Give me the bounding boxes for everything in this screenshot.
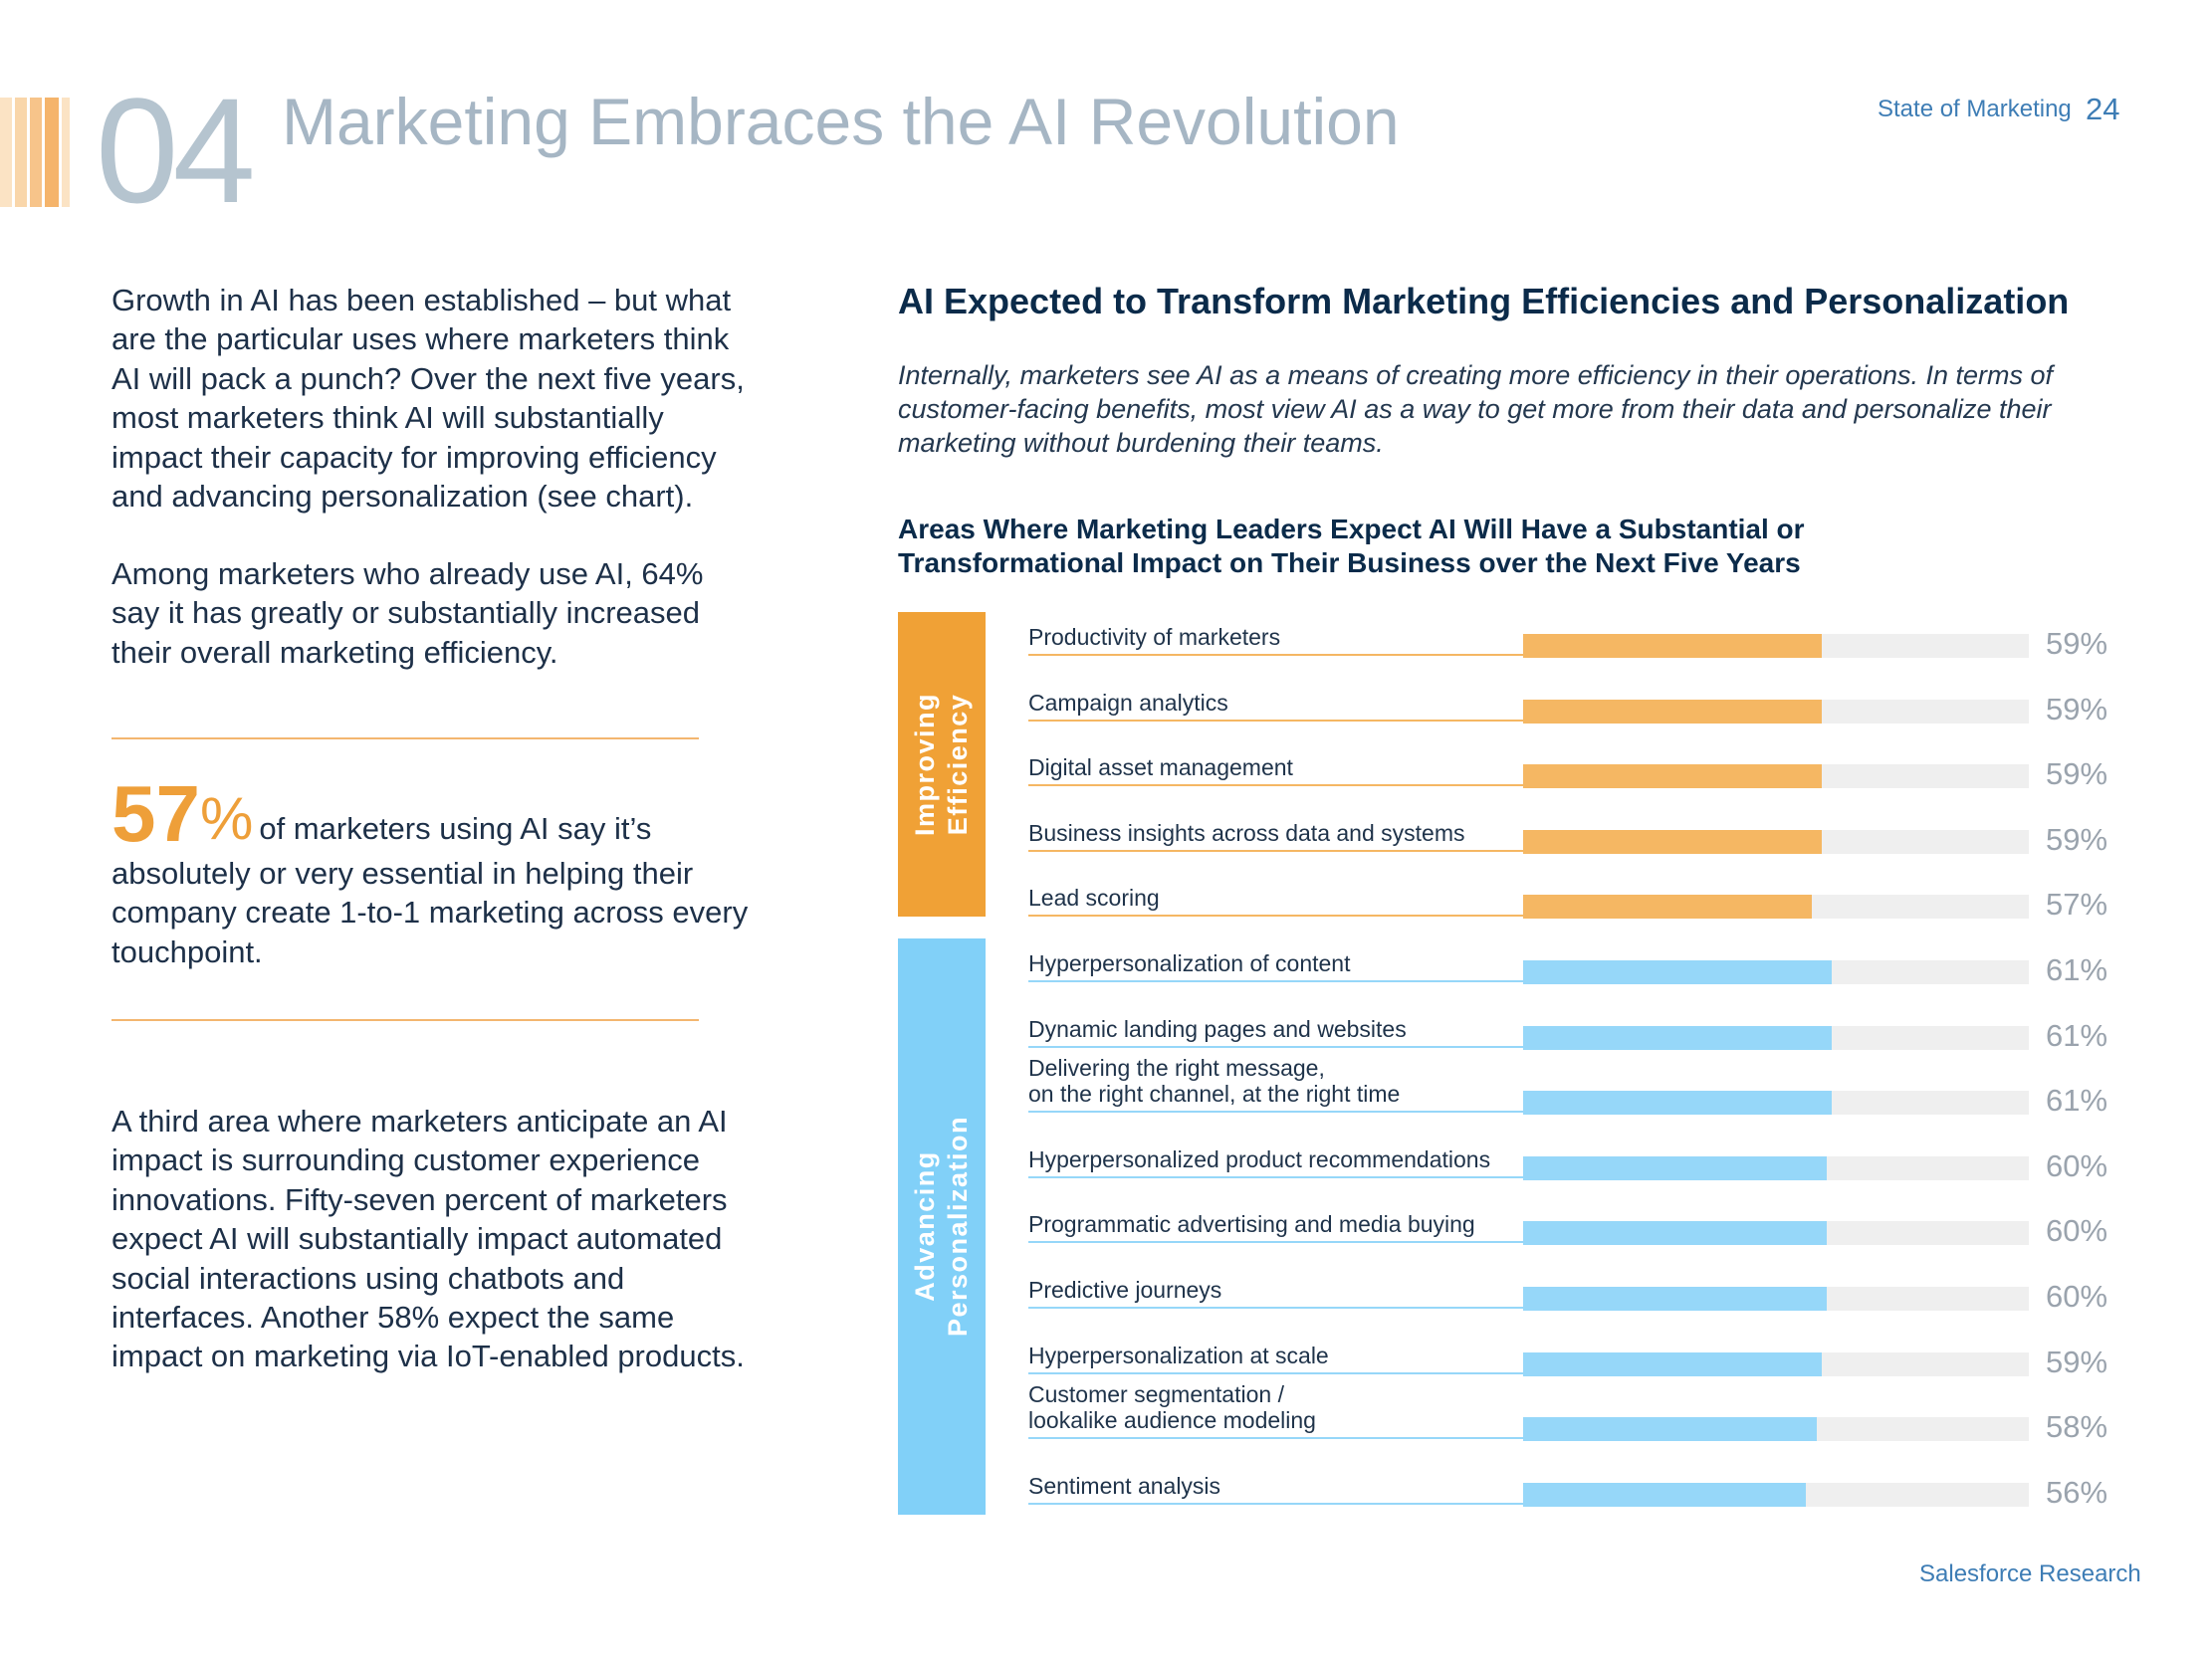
divider-line [111,737,699,739]
bar-track [1523,1417,2029,1442]
value-label: 59% [2046,1344,2108,1379]
row-underline [1028,1307,1523,1309]
value-label: 61% [2046,952,2108,987]
bar-track [1523,1287,2029,1311]
group-label-line: Improving [910,693,940,837]
stat-percent-sign: % [199,785,254,852]
bar [1523,1417,1817,1442]
bar-track [1523,1351,2029,1376]
value-label: 61% [2046,1083,2108,1119]
bar-track [1523,634,2029,658]
bar-label: Sentiment analysis [1028,1472,1221,1499]
bar-label: Business insights across data and system… [1028,819,1465,846]
row-underline [1028,1371,1523,1374]
bar [1523,1091,1832,1116]
bar-track [1523,1482,2029,1507]
row-underline [1028,1502,1523,1505]
group-label-line: Advancing [910,1150,940,1303]
bar-label: Campaign analytics [1028,689,1228,716]
row-underline [1028,784,1523,787]
bar-track [1523,829,2029,854]
footer-source: Salesforce Research [1919,1560,2141,1587]
closing-paragraph: A third area where marketers anticipate … [111,1104,745,1374]
bar-track [1523,1025,2029,1050]
group-label-line: Efficiency [943,693,973,836]
bar-label: Digital asset management [1028,754,1293,781]
page-number: 24 [2086,92,2120,126]
intro-paragraph: Growth in AI has been established – but … [111,283,745,515]
group-band-efficiency: Improving Efficiency [898,612,986,918]
bar-label: Programmatic advertising and media buyin… [1028,1211,1475,1238]
bar [1523,960,1832,984]
section-number: 04 [96,67,256,234]
row-underline [1028,719,1523,722]
value-label: 57% [2046,887,2108,923]
stat-text: of marketers using AI say it’s absolutel… [111,811,749,969]
bar [1523,1482,1807,1507]
bar-track [1523,699,2029,724]
bar-label: Customer segmentation / lookalike audien… [1028,1381,1316,1434]
stat-callout: 57% of marketers using AI say it’s absolu… [111,774,749,971]
row-underline [1028,654,1523,656]
bar-track [1523,1155,2029,1180]
stat-number: 57 [111,769,200,858]
page-title: Marketing Embraces the AI Revolution [282,85,1400,158]
value-label: 61% [2046,1017,2108,1053]
bar [1523,699,1822,724]
bar [1523,634,1822,658]
bar [1523,1025,1832,1050]
value-label: 60% [2046,1213,2108,1249]
bar [1523,895,1812,920]
bar [1523,1155,1827,1180]
row-underline [1028,1241,1523,1244]
section-heading: AI Expected to Transform Marketing Effic… [898,281,2070,321]
value-label: 56% [2046,1474,2108,1510]
group-label-line: Personalization [943,1116,973,1338]
row-underline [1028,915,1523,918]
row-underline [1028,1175,1523,1178]
bar [1523,764,1822,789]
value-label: 59% [2046,626,2108,661]
bar-label: Delivering the right message, on the rig… [1028,1055,1401,1108]
bar [1523,829,1822,854]
value-label: 58% [2046,1409,2108,1445]
section-accent-stripes [0,98,70,207]
bar-label: Hyperpersonalization at scale [1028,1342,1329,1368]
group-band-personalization: Advancing Personalization [898,938,986,1515]
value-label: 60% [2046,1147,2108,1183]
bar-track [1523,895,2029,920]
report-name: State of Marketing [1878,96,2072,122]
bar-label: Predictive journeys [1028,1277,1222,1303]
group-label: Advancing Personalization [909,1116,975,1337]
divider-line [111,1019,699,1021]
chart-title: Areas Where Marketing Leaders Expect AI … [898,514,1805,578]
row-underline [1028,1437,1523,1440]
row-underline [1028,980,1523,982]
value-label: 60% [2046,1279,2108,1314]
bar-track [1523,1091,2029,1116]
group-label: Improving Efficiency [909,693,975,836]
row-underline [1028,1045,1523,1048]
bar-label: Hyperpersonalized product recommendation… [1028,1145,1491,1172]
bar-track [1523,1221,2029,1246]
bar-track [1523,764,2029,789]
section-intro: Internally, marketers see AI as a means … [898,360,2054,458]
bar [1523,1351,1822,1376]
row-underline [1028,1111,1523,1114]
bar-label: Dynamic landing pages and websites [1028,1015,1407,1042]
value-label: 59% [2046,821,2108,857]
bar [1523,1287,1827,1311]
value-label: 59% [2046,756,2108,792]
bar [1523,1221,1827,1246]
value-label: 59% [2046,691,2108,726]
bar-label: Productivity of marketers [1028,624,1281,650]
usage-paragraph: Among marketers who already use AI, 64% … [111,556,704,670]
bar-track [1523,960,2029,984]
row-underline [1028,849,1523,852]
bar-label: Lead scoring [1028,885,1160,912]
bar-label: Hyperpersonalization of content [1028,950,1351,976]
